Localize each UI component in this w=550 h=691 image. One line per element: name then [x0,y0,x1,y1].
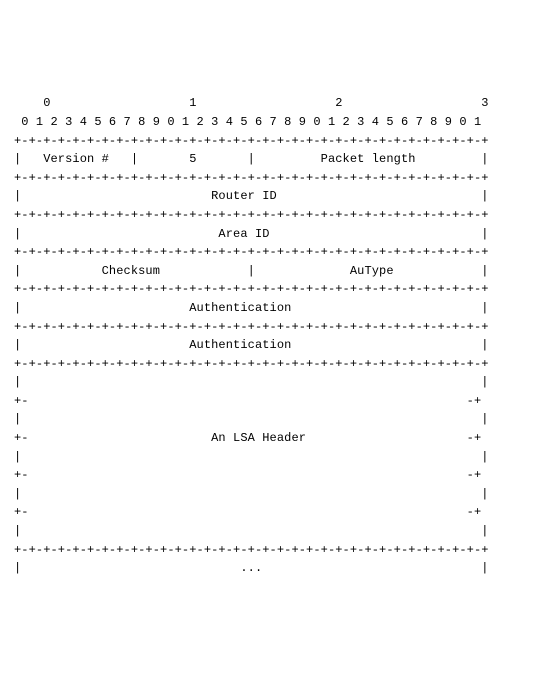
bit-ruler-bytes: 0 1 2 3 [14,94,536,113]
separator-row: +-+-+-+-+-+-+-+-+-+-+-+-+-+-+-+-+-+-+-+-… [14,280,536,299]
field-row: | | [14,485,536,504]
field-row: | | [14,410,536,429]
separator-row: +-+-+-+-+-+-+-+-+-+-+-+-+-+-+-+-+-+-+-+-… [14,355,536,374]
field-row: | Area ID | [14,225,536,244]
field-row: | | [14,448,536,467]
separator-row: +-+-+-+-+-+-+-+-+-+-+-+-+-+-+-+-+-+-+-+-… [14,132,536,151]
field-row: | | [14,373,536,392]
field-row: | Version # | 5 | Packet length | [14,150,536,169]
field-row: | Checksum | AuType | [14,262,536,281]
separator-row: +- -+ [14,466,536,485]
separator-row: +-+-+-+-+-+-+-+-+-+-+-+-+-+-+-+-+-+-+-+-… [14,169,536,188]
separator-row: +- An LSA Header -+ [14,429,536,448]
field-row: | Router ID | [14,187,536,206]
field-row: | ... | [14,559,536,578]
separator-row: +-+-+-+-+-+-+-+-+-+-+-+-+-+-+-+-+-+-+-+-… [14,206,536,225]
field-row: | Authentication | [14,299,536,318]
packet-format-diagram: 0 1 2 3 0 1 2 3 4 5 6 7 8 9 0 1 2 3 4 5 … [14,94,536,577]
separator-row: +- -+ [14,503,536,522]
separator-row: +-+-+-+-+-+-+-+-+-+-+-+-+-+-+-+-+-+-+-+-… [14,243,536,262]
separator-row: +-+-+-+-+-+-+-+-+-+-+-+-+-+-+-+-+-+-+-+-… [14,541,536,560]
separator-row: +- -+ [14,392,536,411]
bit-ruler-bits: 0 1 2 3 4 5 6 7 8 9 0 1 2 3 4 5 6 7 8 9 … [14,113,536,132]
separator-row: +-+-+-+-+-+-+-+-+-+-+-+-+-+-+-+-+-+-+-+-… [14,318,536,337]
field-row: | Authentication | [14,336,536,355]
